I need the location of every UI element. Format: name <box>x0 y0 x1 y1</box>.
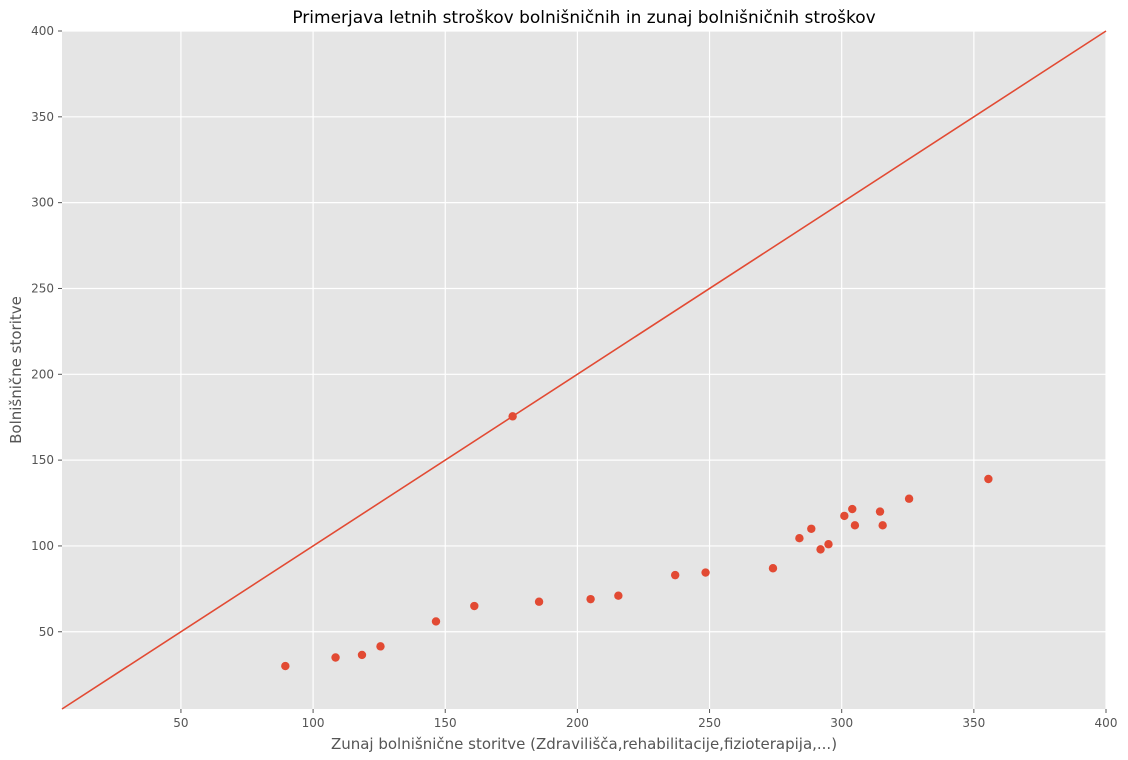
x-tick-label: 400 <box>1095 716 1118 730</box>
data-point <box>357 650 367 660</box>
data-point <box>331 653 340 662</box>
x-tick-label: 350 <box>962 716 985 730</box>
y-tick-label: 400 <box>31 24 54 38</box>
data-point <box>848 504 857 514</box>
y-tick-label: 100 <box>31 539 54 553</box>
y-tick-label: 350 <box>31 110 54 124</box>
y-tick-label: 150 <box>31 453 54 467</box>
y-tick-label: 250 <box>31 281 54 295</box>
data-point <box>670 570 680 580</box>
x-tick-label: 300 <box>830 716 853 730</box>
y-tick-label: 300 <box>31 196 54 210</box>
reference-line <box>61 30 1107 710</box>
data-point <box>281 661 290 671</box>
reference-line-group <box>61 30 1107 710</box>
y-axis-label: Bolnišnične storitve <box>7 296 25 444</box>
y-tick-label: 50 <box>39 625 54 639</box>
data-point <box>875 507 885 516</box>
data-point <box>878 521 887 530</box>
data-point <box>816 545 825 554</box>
data-point <box>768 564 778 573</box>
x-tick-label: 250 <box>698 716 721 730</box>
data-point <box>840 511 849 521</box>
y-axis-ticks: 50 100 150 200 250 300 350 400 <box>31 24 62 639</box>
chart-title: Primerjava letnih stroškov bolnišničnih … <box>292 8 875 28</box>
x-tick-label: 50 <box>173 716 188 730</box>
data-point <box>904 494 914 503</box>
data-point <box>824 540 833 549</box>
data-point <box>470 601 479 611</box>
data-point <box>984 474 993 484</box>
y-tick-label: 200 <box>31 367 54 381</box>
data-points <box>281 412 993 671</box>
x-tick-label: 100 <box>302 716 325 730</box>
data-point <box>431 617 441 626</box>
data-point <box>586 594 595 604</box>
data-point <box>701 568 710 577</box>
x-axis-ticks: 50 100 150 200 250 300 350 400 <box>173 709 1117 730</box>
data-point <box>508 412 517 421</box>
data-point <box>807 524 816 533</box>
data-point <box>850 521 860 530</box>
data-point <box>376 642 385 651</box>
data-point <box>795 534 804 543</box>
data-point <box>614 591 623 600</box>
x-tick-label: 150 <box>434 716 457 730</box>
x-tick-label: 200 <box>566 716 589 730</box>
x-axis-label: Zunaj bolnišnične storitve (Zdravilišča,… <box>331 735 837 753</box>
grid-lines <box>62 30 1107 709</box>
data-point <box>534 597 544 606</box>
